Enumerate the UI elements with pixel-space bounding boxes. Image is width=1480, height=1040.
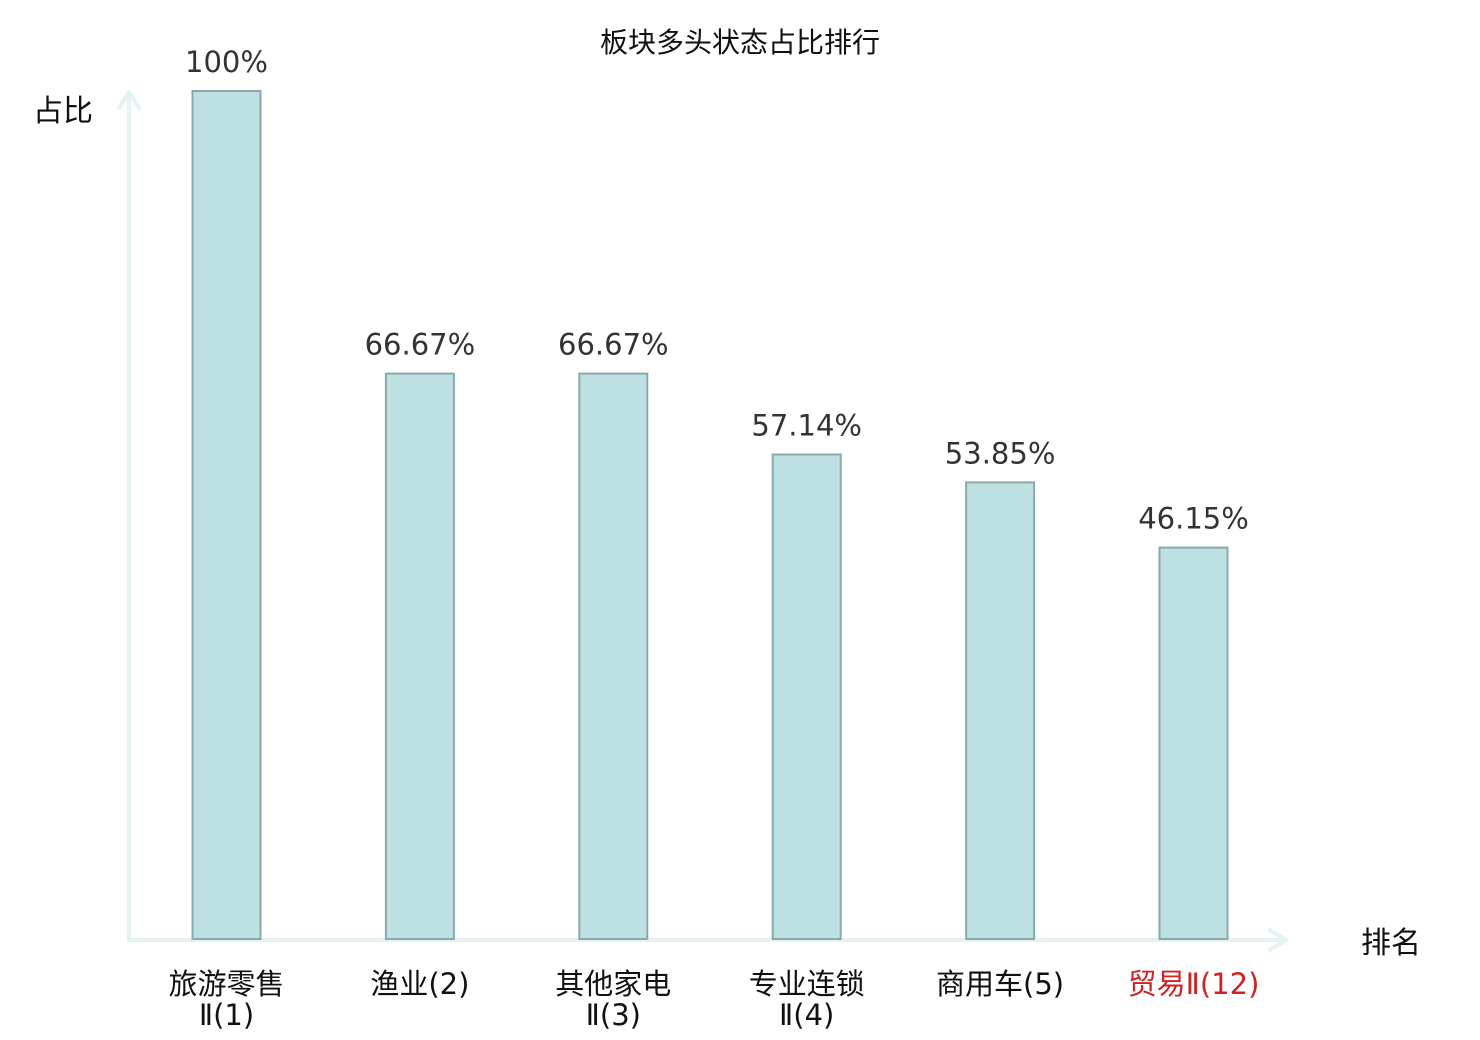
bar-2 — [384, 372, 455, 941]
category-label-1: 旅游零售 — [168, 967, 284, 1001]
value-label-6: 46.15% — [1138, 502, 1249, 536]
category-label-6: 贸易Ⅱ(12) — [1128, 967, 1260, 1001]
bar-6 — [1158, 546, 1229, 940]
category-label-5: 商用车(5) — [936, 967, 1064, 1001]
category-label-2: 渔业(2) — [370, 967, 469, 1001]
bars-group — [191, 90, 1229, 941]
value-labels-group: 100% 66.67% 66.67% 57.14% 53.85% 46.15% — [185, 45, 1249, 536]
x-axis-arrowhead — [1268, 928, 1288, 952]
y-axis-arrowhead — [117, 90, 141, 110]
bar-1 — [191, 90, 262, 940]
value-label-2: 66.67% — [365, 328, 476, 362]
y-axis-label: 占比 — [33, 94, 93, 129]
bar-4 — [771, 453, 842, 940]
category-label-3-line2: Ⅱ(3) — [586, 998, 641, 1032]
value-label-4: 57.14% — [751, 409, 862, 443]
category-label-1-line2: Ⅱ(1) — [199, 998, 254, 1032]
chart-title: 板块多头状态占比排行 — [600, 26, 880, 59]
bar-3 — [578, 372, 649, 941]
bar-5 — [965, 481, 1036, 940]
category-label-4: 专业连锁 — [749, 967, 865, 1001]
value-label-3: 66.67% — [558, 328, 669, 362]
value-label-1: 100% — [185, 45, 268, 79]
category-label-4-line2: Ⅱ(4) — [779, 998, 834, 1032]
x-axis-label: 排名 — [1361, 926, 1421, 961]
category-label-3: 其他家电 — [555, 967, 671, 1001]
value-label-5: 53.85% — [945, 436, 1056, 470]
